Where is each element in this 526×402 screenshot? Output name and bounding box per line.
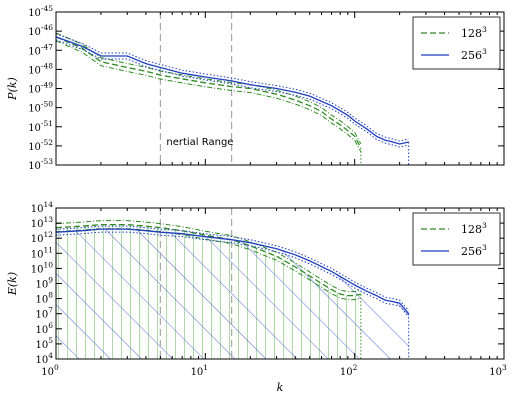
envelope-upper-128^3 [56,220,361,293]
series-line-256^3 [56,228,410,315]
y-tick-label: 105 [35,336,53,351]
envelope-lower-256^3 [56,231,410,318]
power-spectrum-panel: 10-53 10-52 10-51 10-50 10-49 10-48 10-47 10-46… [6,4,505,172]
envelope-upper-128^3 [56,32,362,145]
y-tick-label: 1012 [31,230,54,245]
plot-area [56,208,410,359]
y-tick-label: 10-50 [28,100,53,115]
x-tick-label: 101 [191,363,209,378]
y-tick-label: 10-47 [28,42,53,57]
x-tick-label: 100 [41,363,59,378]
y-tick-label: 10-45 [28,4,53,19]
y-tick-label: 106 [35,321,53,336]
envelope-lower-128^3 [56,40,362,153]
y-tick-label: 1010 [31,260,54,275]
inertial-range-annotation: nertial Range [166,137,233,148]
y-tick-label: 107 [35,306,53,321]
envelope-lower-256^3 [56,39,409,148]
legend-box [412,212,501,266]
legend: 1283 2563 [412,212,501,266]
y-axis-label: P(k) [6,77,19,101]
x-tick-label: 102 [340,363,358,378]
legend-label: 2563 [461,47,487,62]
legend: 1283 2563 [412,16,501,70]
y-tick-label: 109 [35,276,53,291]
y-tick-label: 1011 [31,245,53,260]
envelope-upper-256^3 [56,33,409,142]
y-axis-label: E(k) [6,272,19,296]
series-line-128^3 [56,223,361,297]
hatch-fill-256^3 [56,229,409,359]
y-tick-label: 108 [35,291,53,306]
x-tick-label: 103 [489,363,507,378]
y-tick-label: 10-46 [28,23,53,38]
legend-box [412,16,501,70]
y-tick-label: 10-48 [28,61,53,76]
legend-label: 2563 [461,243,487,258]
y-tick-label: 10-53 [28,157,53,172]
y-tick-label: 1014 [31,200,54,215]
series-line-256^3 [56,36,409,145]
y-tick-label: 104 [35,351,53,366]
legend-label: 1283 [461,221,487,236]
x-axis-label: k [277,381,284,394]
y-tick-label: 10-51 [28,119,53,134]
y-tick-label: 1013 [31,215,54,230]
y-tick-label: 10-52 [28,138,53,153]
series-line-128^3 [56,36,362,149]
envelope-upper-256^3 [56,225,410,312]
legend-label: 1283 [461,25,487,40]
y-tick-label: 10-49 [28,81,53,96]
plot-area [56,12,410,165]
